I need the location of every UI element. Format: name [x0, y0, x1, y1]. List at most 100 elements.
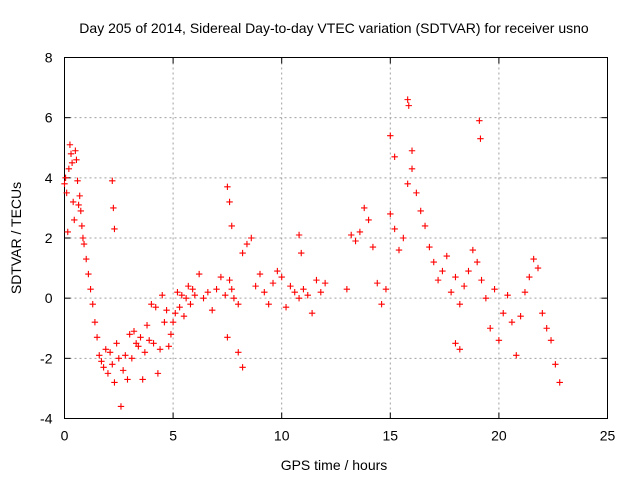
data-point [61, 180, 68, 188]
data-point [352, 237, 359, 245]
data-point [287, 282, 294, 290]
data-point [122, 352, 129, 359]
data-point [439, 267, 446, 275]
data-point [248, 234, 255, 242]
data-point [226, 276, 233, 284]
data-point [167, 331, 175, 338]
data-point [374, 279, 381, 287]
data-point [491, 285, 498, 293]
data-point [478, 276, 485, 284]
data-point [487, 325, 494, 332]
y-tick-label: 6 [45, 110, 53, 126]
data-point [387, 210, 394, 218]
data-point [66, 141, 74, 148]
data-point [417, 207, 424, 215]
data-point [180, 313, 188, 320]
data-point [298, 249, 305, 257]
data-point [278, 273, 285, 281]
x-tick-label: 10 [274, 428, 290, 444]
data-point [156, 346, 164, 353]
data-point [452, 273, 459, 281]
data-point [137, 334, 144, 341]
data-point [239, 249, 246, 257]
data-point [361, 204, 368, 212]
data-point [130, 328, 138, 335]
data-point [115, 355, 122, 362]
data-point [460, 282, 468, 290]
data-point [143, 322, 151, 329]
data-point [500, 310, 507, 317]
data-point [469, 246, 477, 254]
data-point [71, 216, 78, 224]
data-point [111, 379, 118, 386]
data-point [452, 340, 459, 347]
data-point [217, 273, 225, 281]
data-point [110, 204, 117, 212]
data-point [252, 282, 259, 290]
chart-title: Day 205 of 2014, Sidereal Day-to-day VTE… [79, 20, 589, 36]
data-point [78, 222, 86, 230]
data-point [161, 319, 168, 326]
data-point [304, 291, 311, 299]
data-point [178, 291, 185, 299]
data-point [96, 352, 103, 359]
data-point [150, 340, 157, 347]
data-point [408, 147, 416, 154]
data-point [73, 156, 80, 163]
data-point [387, 132, 394, 139]
data-point [135, 343, 142, 350]
data-point [152, 303, 159, 311]
data-point [321, 279, 329, 287]
data-point [235, 349, 242, 356]
data-point [295, 294, 303, 302]
data-point [224, 334, 231, 341]
data-point [476, 117, 483, 124]
data-point [148, 300, 155, 308]
data-point [191, 291, 199, 299]
data-point [477, 135, 484, 142]
data-point [69, 198, 77, 206]
data-point [187, 300, 194, 308]
data-point [63, 189, 70, 197]
data-point [526, 273, 533, 281]
data-point [75, 201, 82, 209]
data-point [391, 153, 398, 160]
data-point [308, 310, 316, 317]
y-tick-label: 8 [45, 50, 53, 66]
data-point [521, 288, 529, 296]
data-point [534, 264, 542, 272]
data-point [421, 222, 429, 230]
data-point [434, 276, 442, 284]
data-point [182, 294, 190, 302]
data-point [141, 349, 149, 356]
data-point [256, 270, 264, 278]
data-point [74, 177, 81, 185]
data-point [72, 147, 79, 154]
x-tick-label: 15 [383, 428, 399, 444]
data-point [62, 174, 69, 182]
data-point [195, 270, 203, 278]
data-point [547, 337, 555, 344]
data-point [426, 243, 433, 251]
data-point [200, 294, 207, 302]
data-point [295, 231, 303, 239]
data-point [222, 291, 229, 299]
data-point [172, 310, 179, 317]
x-tick-label: 0 [61, 428, 69, 444]
data-point [473, 258, 481, 266]
data-point [391, 225, 398, 233]
data-point [106, 349, 114, 356]
data-point [154, 370, 162, 377]
data-point [508, 319, 516, 326]
data-point [93, 334, 101, 341]
data-point [80, 240, 88, 248]
data-point [513, 352, 520, 359]
data-point [98, 358, 105, 365]
y-tick-label: -4 [40, 411, 53, 427]
data-point [109, 361, 116, 368]
y-tick-label: 0 [45, 290, 53, 306]
data-point [224, 183, 231, 191]
data-point [343, 285, 351, 293]
data-point [369, 243, 377, 251]
data-point [282, 303, 290, 311]
